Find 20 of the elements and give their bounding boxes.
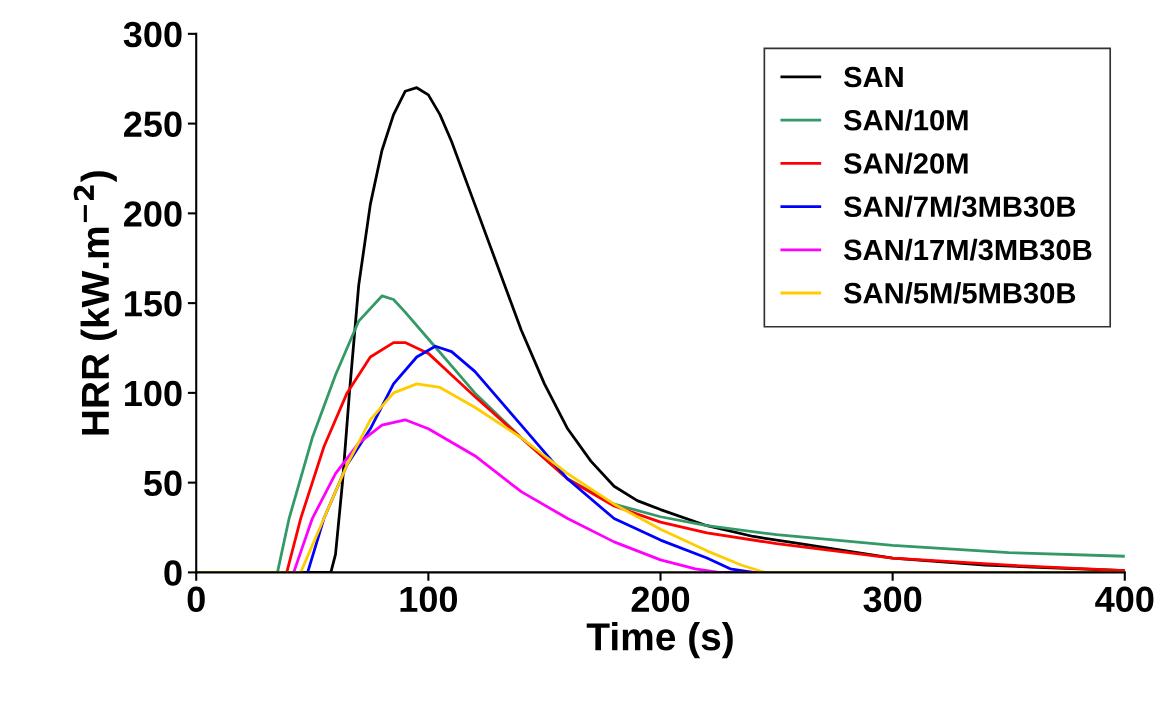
y-tick-label: 100: [125, 380, 182, 407]
y-tick-label: 200: [124, 201, 182, 227]
legend-label: SAN/10M: [843, 109, 968, 131]
x-tick-label: 200: [631, 586, 690, 613]
y-tick-label: 50: [143, 470, 182, 497]
x-tick-label: 100: [400, 586, 458, 613]
legend-label: SAN/20M: [843, 152, 968, 175]
y-axis-title: HRR (kW.m$^{−2}$): [73, 171, 117, 435]
legend-label: SAN/7M/3MB30B: [843, 195, 1076, 218]
y-tick-label: 250: [124, 111, 182, 138]
y-tick-label: 150: [125, 290, 182, 317]
x-tick-label: 300: [863, 586, 922, 613]
x-tick-label: 0: [187, 586, 205, 613]
y-tick-label: 0: [164, 560, 182, 586]
x-tick-label: 400: [1095, 586, 1154, 613]
y-tick-label: 300: [123, 21, 182, 48]
x-axis-title: Time (s): [586, 622, 733, 659]
legend-label: SAN/5M/5MB30B: [843, 282, 1076, 304]
legend-label: SAN/17M/3MB30B: [843, 238, 1092, 261]
legend-label: SAN: [843, 66, 903, 88]
